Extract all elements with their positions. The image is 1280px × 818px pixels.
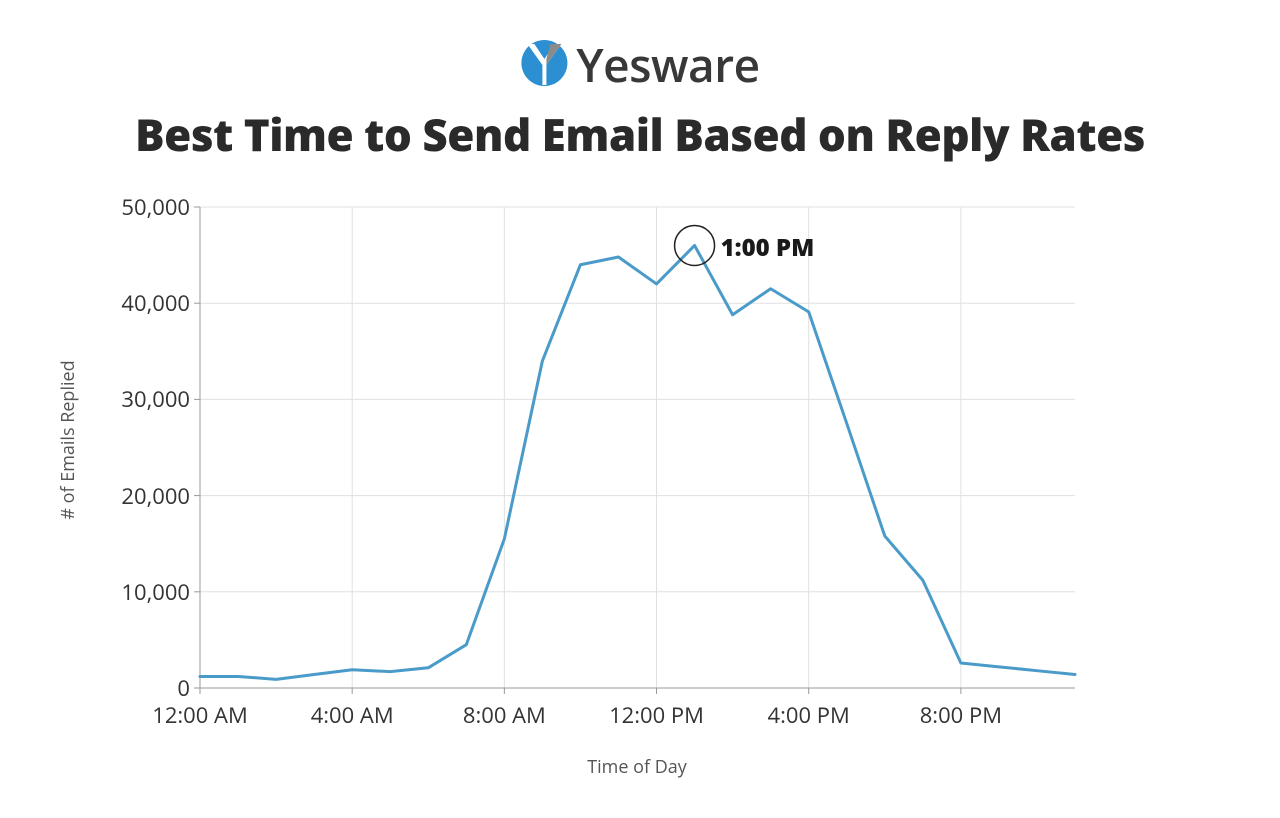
y-tick-label: 30,000 [70, 384, 190, 414]
x-tick-label: 12:00 PM [609, 700, 704, 730]
x-tick-label: 8:00 PM [920, 700, 1002, 730]
y-tick-label: 0 [70, 673, 190, 703]
x-tick-label: 4:00 AM [311, 700, 394, 730]
y-tick-label: 50,000 [70, 192, 190, 222]
x-tick-label: 8:00 AM [463, 700, 546, 730]
y-tick-label: 10,000 [70, 577, 190, 607]
line-chart [0, 0, 1280, 818]
x-tick-label: 4:00 PM [768, 700, 850, 730]
y-tick-label: 20,000 [70, 481, 190, 511]
y-tick-label: 40,000 [70, 288, 190, 318]
x-tick-label: 12:00 AM [152, 700, 248, 730]
peak-annotation-label: 1:00 PM [721, 231, 815, 264]
